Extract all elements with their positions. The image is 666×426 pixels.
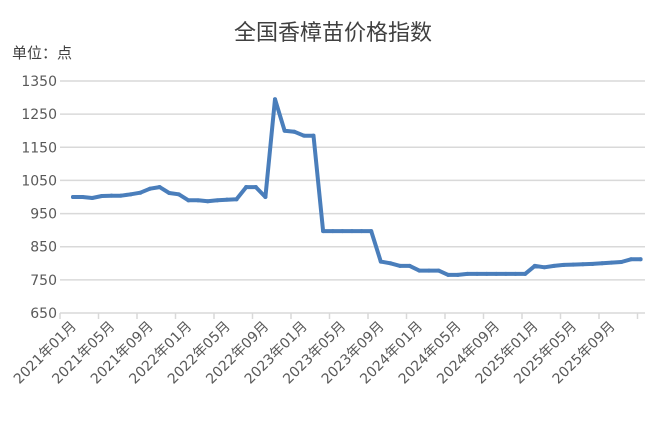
data-point bbox=[359, 229, 364, 234]
data-point bbox=[263, 195, 268, 199]
data-point bbox=[532, 263, 537, 268]
data-point bbox=[224, 197, 229, 202]
data-point bbox=[590, 261, 595, 266]
data-point bbox=[147, 186, 152, 191]
data-point bbox=[455, 272, 460, 277]
data-point bbox=[80, 195, 85, 199]
data-point bbox=[186, 198, 191, 203]
data-point bbox=[321, 229, 326, 234]
data-point bbox=[119, 193, 124, 198]
data-point bbox=[167, 191, 172, 196]
y-tick-label: 1050 bbox=[21, 173, 57, 189]
y-tick-label: 750 bbox=[30, 273, 57, 289]
data-point bbox=[619, 259, 624, 264]
data-point bbox=[446, 272, 451, 277]
data-point bbox=[561, 262, 566, 267]
y-tick-label: 950 bbox=[30, 207, 57, 223]
data-point bbox=[234, 197, 239, 202]
data-point bbox=[523, 271, 528, 276]
data-point bbox=[340, 229, 345, 234]
data-point bbox=[398, 263, 403, 268]
data-point bbox=[311, 133, 316, 138]
data-point bbox=[378, 259, 383, 264]
data-point bbox=[388, 261, 393, 266]
data-point bbox=[407, 263, 412, 268]
data-point bbox=[109, 193, 114, 198]
data-point bbox=[475, 271, 480, 276]
data-point bbox=[484, 271, 489, 276]
data-point bbox=[244, 185, 249, 190]
chart-title: 全国香樟苗价格指数 bbox=[234, 21, 432, 46]
data-point bbox=[465, 271, 470, 276]
data-point bbox=[494, 271, 499, 276]
data-point bbox=[138, 190, 143, 195]
data-point bbox=[417, 268, 422, 273]
data-point bbox=[330, 229, 335, 234]
data-point bbox=[349, 229, 354, 234]
data-point bbox=[426, 268, 431, 273]
data-point bbox=[282, 128, 287, 133]
y-tick-label: 1150 bbox=[21, 140, 57, 156]
data-point bbox=[628, 257, 633, 262]
data-point bbox=[99, 194, 104, 199]
data-point bbox=[196, 198, 201, 203]
y-tick-label: 650 bbox=[30, 306, 57, 322]
data-point bbox=[436, 268, 441, 273]
data-point bbox=[90, 195, 95, 200]
data-point bbox=[580, 262, 585, 267]
y-tick-label: 1350 bbox=[21, 74, 57, 90]
data-point bbox=[157, 185, 162, 190]
data-point bbox=[292, 129, 297, 134]
data-point bbox=[301, 133, 306, 138]
data-point bbox=[503, 271, 508, 276]
data-point bbox=[176, 192, 181, 197]
data-point bbox=[600, 261, 605, 266]
data-point bbox=[273, 97, 278, 102]
y-axis-unit-label: 单位：点 bbox=[12, 44, 72, 62]
data-point bbox=[71, 195, 75, 199]
y-tick-label: 850 bbox=[30, 240, 57, 256]
data-point bbox=[215, 198, 220, 203]
data-point bbox=[369, 229, 374, 234]
data-point bbox=[638, 257, 643, 262]
data-point bbox=[552, 263, 556, 268]
y-tick-label: 1250 bbox=[21, 107, 57, 123]
data-point bbox=[571, 262, 576, 267]
data-point bbox=[513, 271, 518, 276]
data-point bbox=[205, 199, 210, 204]
data-point bbox=[128, 192, 133, 197]
data-point bbox=[253, 185, 258, 190]
data-point bbox=[609, 260, 614, 265]
data-point bbox=[542, 265, 547, 270]
